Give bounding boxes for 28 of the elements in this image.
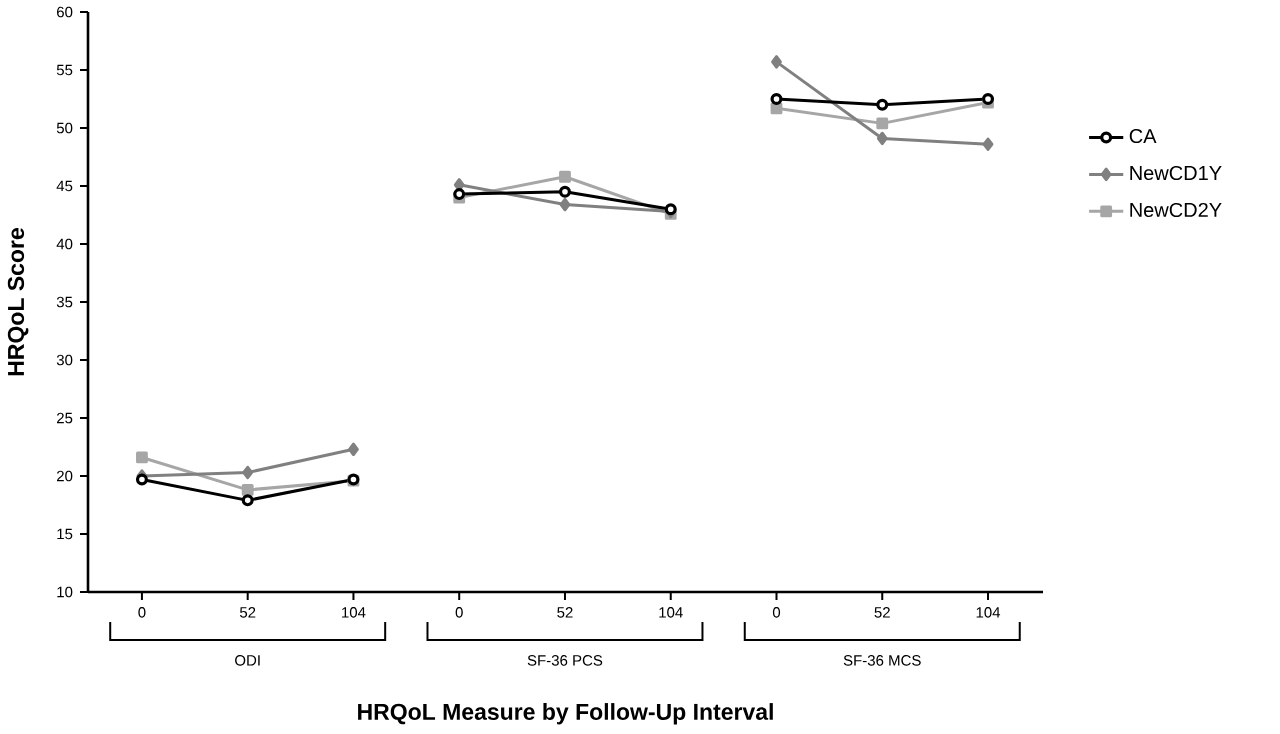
x-tick-label: 52 <box>239 607 256 618</box>
text: SF-36 MCS <box>843 655 921 666</box>
y-tick-label: 35 <box>56 296 73 308</box>
y-tick-label: 25 <box>57 412 73 424</box>
y-tick-label: 60 <box>57 6 73 18</box>
x-tick-label: 0 <box>772 607 781 618</box>
y-tick-label: 40 <box>56 238 73 250</box>
x-tick-label: 104 <box>342 607 366 618</box>
x-tick-label: 104 <box>976 607 1001 618</box>
y-axis-title: HRQoL Score <box>7 228 29 376</box>
y-tick-label: 10 <box>57 586 73 598</box>
y-tick-label: 55 <box>56 64 73 76</box>
x-tick-label: 52 <box>557 607 573 618</box>
y-tick-label: 15 <box>57 528 73 540</box>
x-tick-label: 52 <box>874 607 890 618</box>
y-tick-label: 45 <box>56 180 73 192</box>
x-axis-title: HRQoL Measure by Follow-Up Interval <box>358 703 773 725</box>
x-tick-label: 0 <box>455 607 463 618</box>
legend-label: CA <box>1129 128 1157 144</box>
text: ODI <box>235 655 260 666</box>
y-tick-label: 30 <box>56 354 73 366</box>
legend-label: NewCD2Y <box>1130 202 1222 218</box>
y-tick-label: 20 <box>57 470 73 482</box>
text: SF-36 PCS <box>527 655 603 666</box>
x-tick-label: 0 <box>138 607 146 618</box>
x-tick-label: 104 <box>659 607 683 618</box>
legend-label: NewCD1Y <box>1130 165 1222 181</box>
y-tick-label: 50 <box>56 122 73 134</box>
